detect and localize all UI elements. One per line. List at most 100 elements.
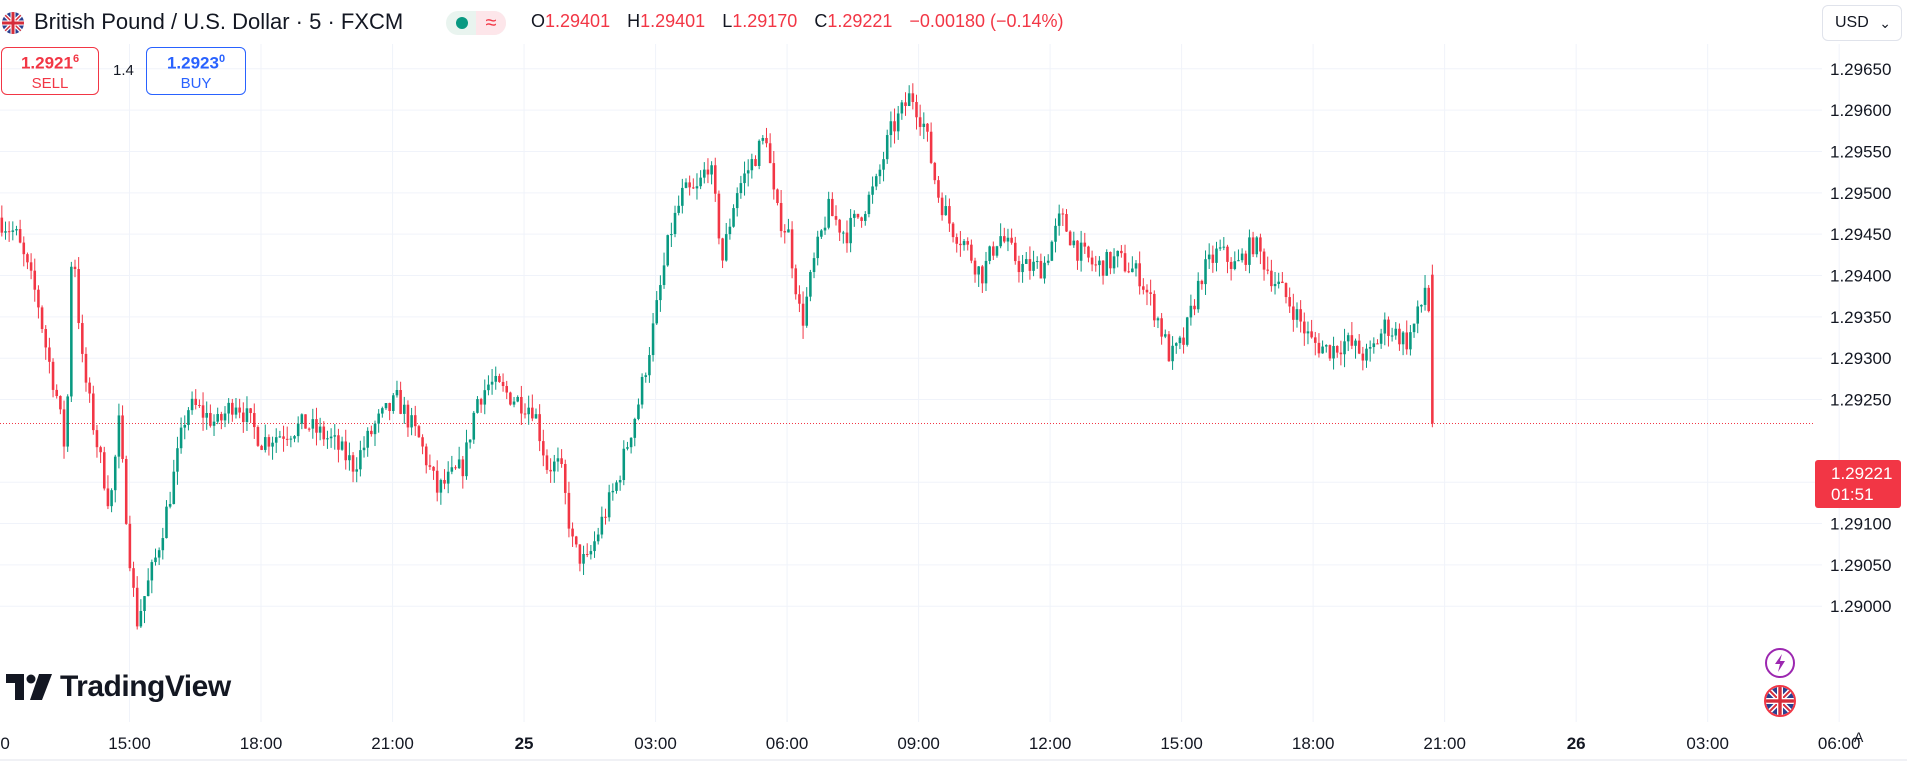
candle-body [92, 393, 95, 431]
candle-body [523, 413, 527, 415]
candle-body [951, 223, 955, 238]
candle-body [223, 413, 227, 421]
candle-body [1010, 237, 1013, 243]
candle-body [157, 550, 161, 558]
candle-body [494, 375, 498, 382]
buy-button[interactable]: 1.29230 BUY [146, 47, 246, 95]
candle-body [1196, 280, 1200, 310]
tradingview-logo[interactable]: TradingView [6, 669, 231, 705]
candle-body [505, 386, 509, 393]
candle-body [443, 479, 446, 484]
candle-body [201, 405, 205, 418]
candle-body [560, 458, 563, 464]
y-tick-label: 1.29650 [1830, 60, 1891, 79]
candle-body [977, 266, 980, 275]
candle-body [95, 430, 99, 448]
candle-body [370, 430, 373, 435]
currency-select[interactable]: USD ⌄ [1822, 5, 1902, 41]
candle-body [1109, 251, 1112, 269]
candle-body [823, 227, 827, 231]
candle-body [406, 404, 410, 428]
candle-body [600, 516, 604, 535]
candle-body [681, 187, 684, 206]
candle-body [1182, 337, 1185, 345]
candle-body [827, 198, 830, 228]
candle-body [509, 392, 512, 405]
candle-body [889, 121, 893, 136]
candle-body [1259, 237, 1262, 252]
candle-body [304, 414, 307, 429]
candle-body [377, 413, 380, 424]
market-status[interactable]: ≈ [446, 11, 506, 35]
candle-body [11, 230, 15, 232]
candle-body [1094, 264, 1098, 266]
candle-body [424, 446, 428, 466]
candle-body [176, 448, 179, 472]
candle-body [970, 244, 973, 261]
high-value: 1.29401 [640, 11, 706, 31]
candle-body [238, 407, 241, 413]
candle-body [1153, 293, 1156, 321]
candle-body [640, 376, 644, 405]
candle-body [940, 197, 944, 216]
candle-body [1288, 297, 1291, 307]
candle-body [256, 427, 260, 446]
candle-body [801, 303, 805, 326]
candle-body [831, 198, 834, 217]
candle-body [44, 329, 48, 348]
candle-body [1090, 257, 1094, 265]
uk-flag-icon[interactable] [1764, 685, 1796, 717]
x-tick-label: :00 [0, 734, 10, 753]
x-tick-label: 03:00 [1686, 734, 1729, 753]
candle-body [33, 270, 37, 290]
candle-body [1171, 345, 1174, 362]
candle-body [106, 488, 110, 507]
candle-body [212, 421, 216, 426]
low-value: 1.29170 [732, 11, 798, 31]
candle-body [260, 445, 263, 450]
candle-body [187, 410, 190, 426]
symbol-title[interactable]: British Pound / U.S. Dollar · 5 · FXCM [34, 9, 404, 34]
candle-body [15, 229, 18, 231]
candle-body [670, 234, 673, 236]
candle-body [48, 347, 51, 362]
x-tick-label: 03:00 [634, 734, 677, 753]
candle-body [351, 455, 355, 472]
candle-body [750, 159, 754, 171]
auto-scale-button[interactable]: A [1854, 729, 1864, 745]
candle-body [1368, 347, 1372, 349]
time-axis[interactable]: :00 15:00 18:00 21:00 25 03:00 06:00 09:00 12:00… [0, 734, 1907, 761]
y-tick-label: 1.29300 [1830, 349, 1891, 368]
candle-body [765, 137, 768, 144]
candle-body [1332, 345, 1335, 359]
candle-body [1120, 250, 1123, 254]
chevron-down-icon: ⌄ [1879, 15, 1891, 31]
open-value: 1.29401 [545, 11, 611, 31]
candle-body [542, 441, 545, 456]
candle-body [772, 163, 776, 190]
candle-body [948, 206, 951, 224]
y-tick-label: 1.29500 [1830, 184, 1891, 203]
candle-body [344, 441, 348, 461]
candle-body [0, 217, 4, 233]
chart-grid [0, 44, 1840, 722]
candle-body [937, 180, 940, 198]
candle-body [809, 272, 812, 297]
sell-price: 1.29216 [20, 53, 80, 73]
candle-body [113, 456, 117, 491]
price-axis[interactable]: 1.29650 1.29600 1.29550 1.29500 1.29450 1.294… [1830, 60, 1891, 616]
candle-body [117, 415, 121, 457]
sell-button[interactable]: 1.29216 SELL [1, 47, 99, 95]
candle-body [622, 448, 626, 481]
candle-body [1017, 261, 1021, 273]
candle-body [227, 402, 230, 414]
candle-body [1372, 343, 1376, 348]
candle-body [1229, 261, 1233, 269]
candle-body [538, 414, 541, 442]
x-tick-label: 21:00 [1423, 734, 1466, 753]
candle-body [593, 541, 596, 552]
candle-body [1335, 345, 1339, 353]
lightning-icon[interactable] [1765, 648, 1795, 678]
candle-body [1420, 304, 1423, 307]
